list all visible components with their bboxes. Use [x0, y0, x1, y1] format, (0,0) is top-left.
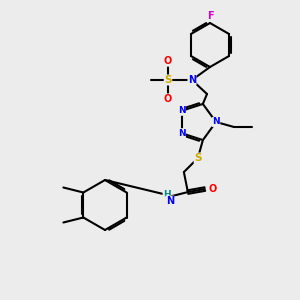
Text: S: S	[164, 75, 172, 85]
Text: O: O	[164, 94, 172, 104]
Text: F: F	[207, 11, 213, 21]
Text: O: O	[209, 184, 217, 194]
Text: N: N	[212, 118, 220, 127]
Text: N: N	[166, 196, 174, 206]
Text: H: H	[163, 190, 171, 199]
Text: N: N	[188, 75, 196, 85]
Text: S: S	[194, 153, 202, 163]
Text: N: N	[178, 106, 185, 115]
Text: O: O	[164, 56, 172, 66]
Text: N: N	[178, 129, 185, 138]
